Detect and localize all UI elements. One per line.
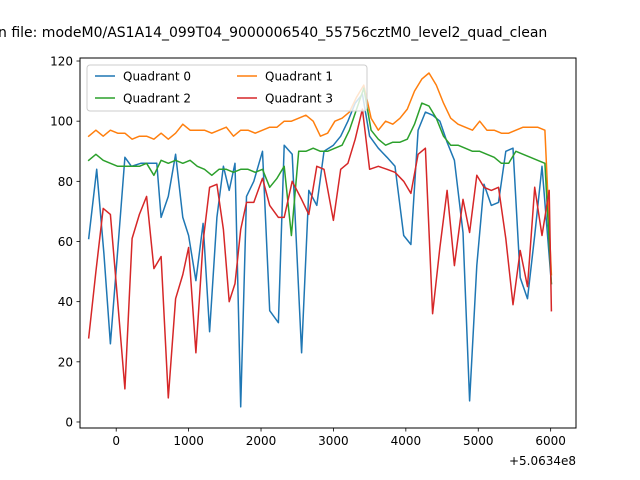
x-tick-label: 1000 [173,434,204,448]
y-tick-label: 60 [58,235,73,249]
x-tick-label: 5000 [463,434,494,448]
y-tick-label: 0 [65,415,73,429]
chart-title: n file: modeM0/AS1A14_099T04_9000006540_… [0,25,547,41]
legend-label-3: Quadrant 3 [265,92,333,106]
y-tick-label: 80 [58,175,73,189]
plot-lines [87,72,553,408]
y-tick-label: 20 [58,355,73,369]
y-tick-label: 100 [50,115,73,129]
x-tick-label: 3000 [318,434,349,448]
y-tick-label: 120 [50,55,73,69]
legend-label-1: Quadrant 1 [265,70,333,84]
x-tick-label: 4000 [391,434,422,448]
plot-frame [79,57,577,429]
series-line-0 [87,93,553,408]
x-offset-label: +5.0634e8 [509,454,576,468]
y-axis: 0 20 40 60 80 100 120 [50,55,80,429]
legend-frame [86,64,368,112]
x-axis: 0 1000 2000 3000 4000 5000 6000 [112,428,566,448]
series-line-2 [87,87,553,285]
x-tick-label: 6000 [535,434,566,448]
series-line-1 [87,72,553,276]
x-tick-label: 0 [112,434,120,448]
legend: Quadrant 0 Quadrant 1 Quadrant 2 Quadrant 3 [86,64,368,112]
legend-label-2: Quadrant 2 [123,92,191,106]
y-tick-label: 40 [58,295,73,309]
legend-label-0: Quadrant 0 [123,70,191,84]
x-tick-label: 2000 [246,434,277,448]
series-line-3 [87,108,553,399]
